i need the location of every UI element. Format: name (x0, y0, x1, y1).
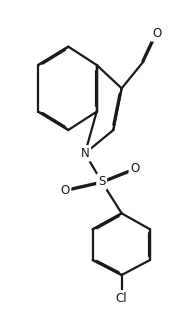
Text: O: O (60, 184, 70, 197)
Text: O: O (152, 27, 161, 40)
Text: S: S (98, 175, 105, 188)
Text: O: O (130, 162, 140, 175)
Text: N: N (81, 147, 89, 160)
Text: Cl: Cl (116, 292, 127, 305)
